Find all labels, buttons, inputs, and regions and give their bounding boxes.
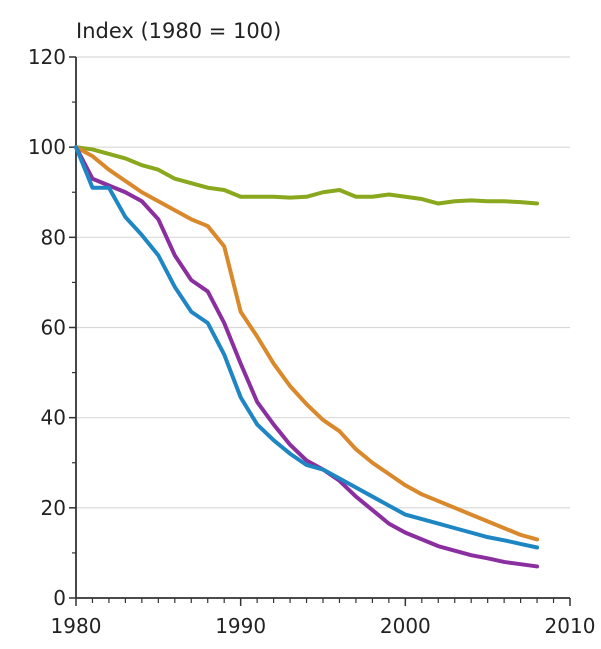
y-tick-label: 20 xyxy=(41,496,66,520)
gridlines xyxy=(76,56,570,509)
x-tick-label: 2000 xyxy=(380,614,431,638)
x-tick-label: 1990 xyxy=(215,614,266,638)
y-tick-label: 120 xyxy=(28,45,66,69)
series-line-3 xyxy=(74,145,540,569)
y-tick-label: 100 xyxy=(28,135,66,159)
series-line-2 xyxy=(74,145,540,542)
x-tick-label: 1980 xyxy=(51,614,102,638)
series-line-4 xyxy=(74,145,540,550)
y-tick-label: 60 xyxy=(41,316,66,340)
y-axis-title: Index (1980 = 100) xyxy=(76,19,281,43)
y-tick-label: 80 xyxy=(41,225,66,249)
tick-labels: 0 20 40 60 80 100 120 1980 1990 2000 2010 xyxy=(28,45,596,638)
series-lines xyxy=(74,145,540,569)
series-line-1 xyxy=(74,145,540,206)
x-tick-label: 2010 xyxy=(545,614,596,638)
y-tick-label: 40 xyxy=(41,406,66,430)
y-tick-label: 0 xyxy=(53,586,66,610)
axes xyxy=(69,56,571,606)
